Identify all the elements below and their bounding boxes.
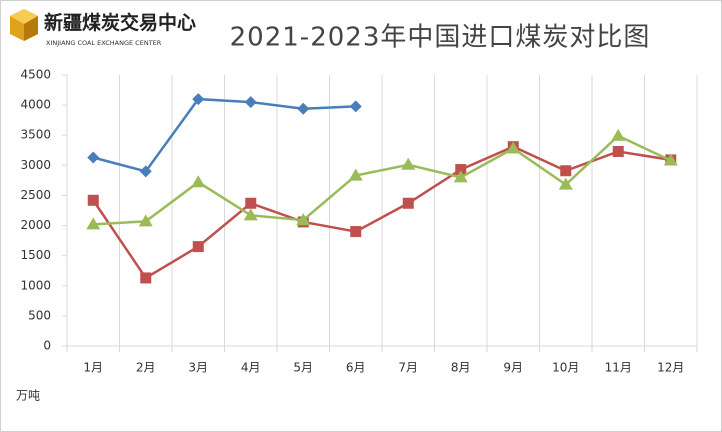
point — [348, 168, 363, 181]
logo-icon-side — [24, 16, 38, 41]
point — [297, 102, 310, 115]
x-tick-label: 8月 — [451, 361, 471, 375]
x-tick-label: 4月 — [241, 361, 261, 375]
point — [401, 157, 416, 170]
point — [192, 241, 204, 253]
point — [87, 194, 99, 206]
point — [453, 170, 468, 183]
y-tick-label: 1000 — [20, 278, 51, 292]
logo-english: XINJIANG COAL EXCHANGE CENTER — [46, 39, 162, 47]
point — [402, 197, 414, 209]
point — [663, 153, 678, 166]
point — [296, 213, 311, 226]
y-tick-label: 1500 — [20, 248, 51, 262]
logo-name: 新疆煤炭交易中心 — [44, 11, 196, 34]
point — [245, 197, 257, 209]
y-tick-label: 500 — [28, 308, 51, 322]
series-line — [92, 97, 356, 173]
y-tick-label: 4000 — [20, 98, 51, 112]
point — [140, 272, 152, 284]
point — [138, 214, 153, 227]
x-tick-label: 7月 — [398, 361, 418, 375]
point — [86, 217, 101, 230]
x-tick-label: 9月 — [503, 361, 523, 375]
y-tick-label: 4500 — [20, 68, 51, 82]
y-tick-label: 3500 — [20, 128, 51, 142]
logo-icon-top — [10, 9, 38, 24]
logo: 新疆煤炭交易中心 XINJIANG COAL EXCHANGE CENTER — [10, 9, 196, 47]
point — [349, 100, 362, 113]
y-tick-label: 0 — [43, 339, 51, 353]
chart-title: 2021-2023年中国进口煤炭对比图 — [230, 23, 651, 53]
point — [244, 96, 257, 109]
point — [506, 141, 521, 154]
point — [243, 208, 258, 221]
x-tick-label: 6月 — [346, 361, 366, 375]
point — [558, 177, 573, 190]
series-line — [92, 145, 671, 280]
series-line — [93, 134, 672, 226]
y-tick-label: 2500 — [20, 188, 51, 202]
point — [191, 175, 206, 188]
y-axis-label: 万吨 — [16, 389, 40, 403]
point — [139, 165, 152, 178]
x-tick-label: 5月 — [293, 361, 313, 375]
x-tick-label: 1月 — [83, 361, 103, 375]
point — [87, 151, 100, 164]
x-tick-label: 11月 — [605, 361, 632, 375]
y-tick-label: 3000 — [20, 158, 51, 172]
point — [560, 165, 572, 177]
point — [612, 145, 624, 157]
point — [455, 164, 467, 176]
x-tick-label: 2月 — [136, 361, 156, 375]
point — [611, 128, 626, 141]
y-tick-label: 2000 — [20, 218, 51, 232]
point — [350, 226, 362, 238]
x-tick-label: 3月 — [188, 361, 208, 375]
x-tick-label: 10月 — [552, 361, 579, 375]
x-tick-label: 12月 — [657, 361, 684, 375]
point — [192, 93, 205, 106]
